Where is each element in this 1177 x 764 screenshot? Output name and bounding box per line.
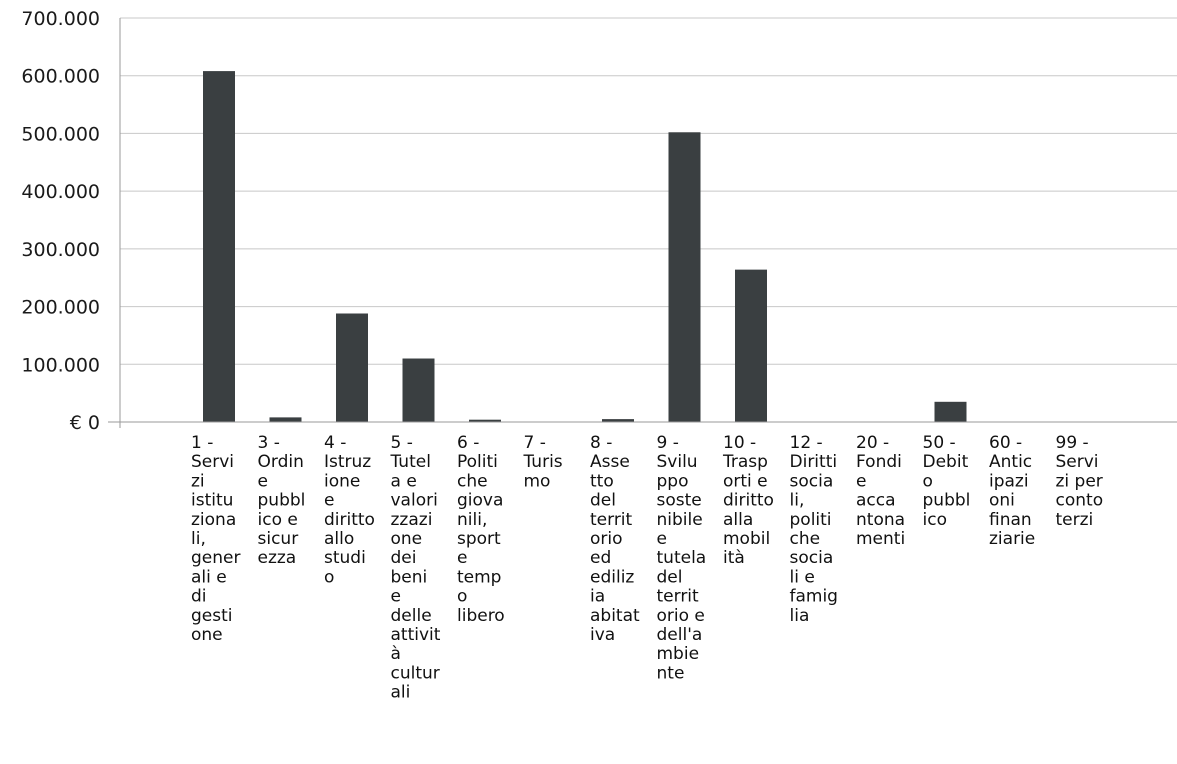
y-tick-label: 600.000 bbox=[21, 66, 100, 88]
x-tick-label: 20 -Fondi e acca ntona menti bbox=[856, 433, 905, 549]
x-tick-label: 60 -Antic ipazi oni finan ziarie bbox=[989, 433, 1035, 549]
bar bbox=[336, 313, 368, 422]
x-tick-label: 4 -Istruz ione e diritto allo studi o bbox=[324, 433, 375, 587]
x-tick-label: 7 -Turis mo bbox=[523, 433, 563, 491]
y-tick-label: 700.000 bbox=[21, 8, 100, 30]
y-tick-label: 400.000 bbox=[21, 181, 100, 203]
bar bbox=[735, 269, 767, 422]
y-tick-label: € 0 bbox=[70, 412, 100, 434]
x-tick-label: 1 -Servi zi istitu ziona li, gener ali e di gest… bbox=[191, 433, 240, 645]
x-tick-label: 9 -Svilu ppo soste nibile e tutela del territ or… bbox=[657, 433, 707, 683]
bar bbox=[602, 419, 634, 422]
bar bbox=[269, 417, 302, 422]
x-tick-label: 12 -Diritti socia li, politi che socia li e fam… bbox=[790, 433, 838, 626]
category-labels: 1 -Servi zi istitu ziona li, gener ali e di gest… bbox=[191, 433, 1103, 703]
bar bbox=[934, 401, 967, 422]
y-axis-ticks: € 0 100.000 200.000 300.000 400.000 500.000 60… bbox=[21, 8, 100, 434]
x-tick-label: 99 -Servi zi per conto terzi bbox=[1056, 433, 1104, 530]
y-tick-label: 200.000 bbox=[21, 297, 100, 319]
bar bbox=[668, 132, 701, 422]
x-tick-label: 10 -Trasp orti e diritto alla mobil ità bbox=[722, 433, 774, 568]
x-tick-label: 6 -Politi che giova nili, sport e temp o libero bbox=[457, 433, 505, 626]
bars bbox=[203, 71, 967, 423]
y-tick-label: 100.000 bbox=[21, 354, 100, 376]
axes bbox=[108, 18, 1177, 428]
bar bbox=[402, 358, 435, 422]
bar bbox=[203, 71, 235, 423]
x-tick-label: 3 -Ordin e pubbl ico e sicur ezza bbox=[258, 433, 306, 568]
grid-lines bbox=[120, 17, 1177, 365]
y-tick-label: 300.000 bbox=[21, 239, 100, 261]
y-tick-label: 500.000 bbox=[21, 123, 100, 145]
x-tick-label: 8 -Asse tto del territ orio ed ediliz ia abitat i… bbox=[590, 433, 640, 645]
x-tick-label: 5 -Tutel a e valori zzazi one dei beni e delle at… bbox=[390, 433, 441, 703]
x-tick-label: 50 -Debit o pubbl ico bbox=[923, 433, 971, 530]
bar bbox=[469, 419, 501, 422]
